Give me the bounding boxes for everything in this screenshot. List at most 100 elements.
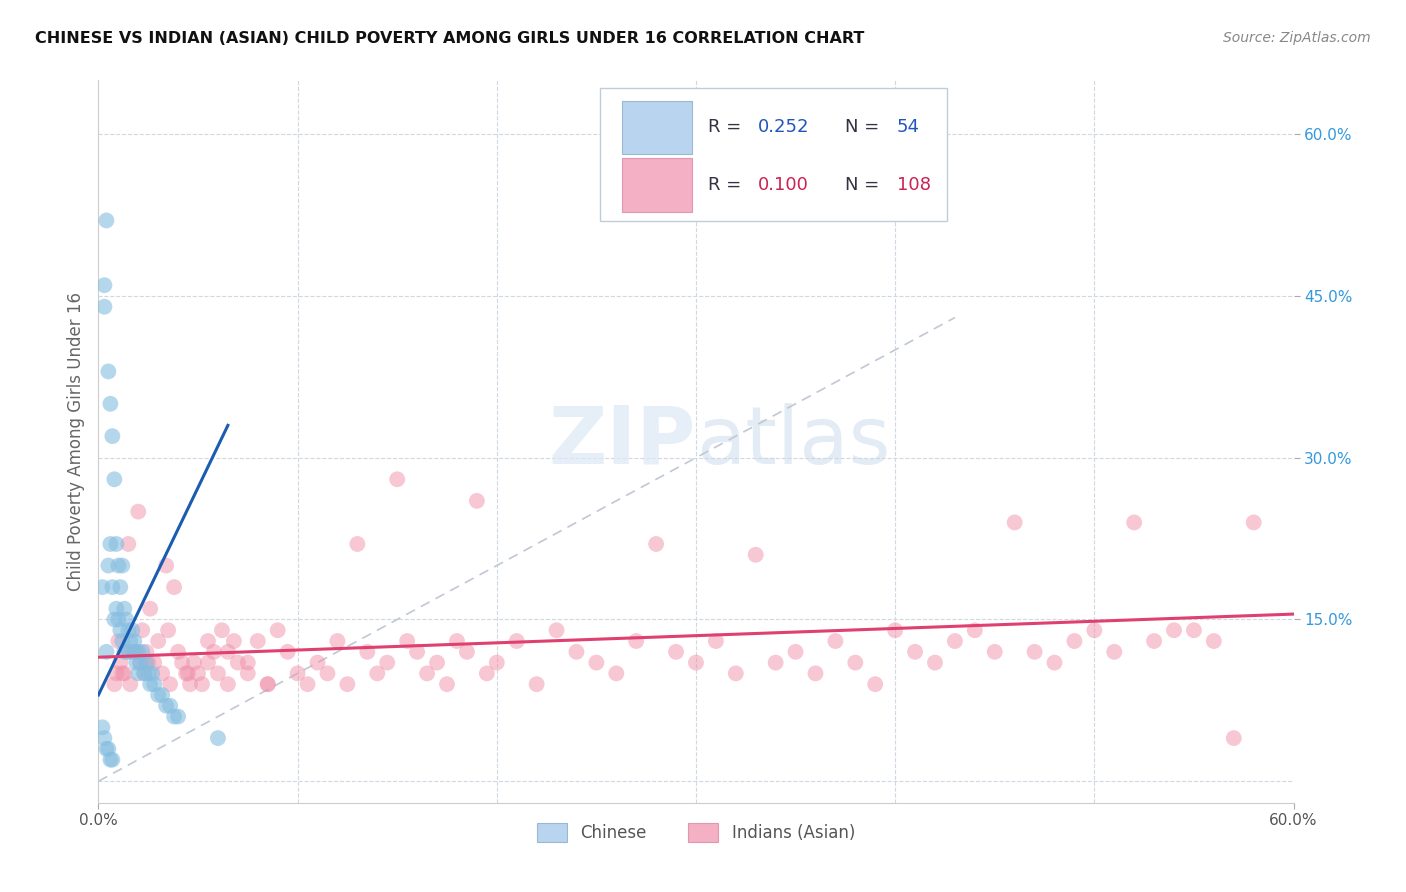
Point (120, 677, 142, 691)
Point (326, 634, 349, 648)
Point (226, 656, 249, 670)
Point (103, 612, 125, 626)
Point (844, 656, 866, 670)
Point (96, 213, 118, 227)
Point (236, 656, 259, 670)
Text: CHINESE VS INDIAN (ASIAN) CHILD POVERTY AMONG GIRLS UNDER 16 CORRELATION CHART: CHINESE VS INDIAN (ASIAN) CHILD POVERTY … (35, 31, 865, 46)
Point (256, 677, 278, 691)
Point (465, 493, 488, 508)
Point (565, 645, 588, 659)
Point (724, 666, 747, 681)
Point (485, 656, 508, 670)
Point (96, 742, 118, 756)
Point (366, 666, 388, 681)
Point (277, 645, 299, 659)
Point (107, 634, 129, 648)
Point (96, 645, 118, 659)
Text: N =: N = (845, 119, 886, 136)
Text: 0.252: 0.252 (758, 119, 810, 136)
Point (110, 580, 132, 594)
Text: ZIP: ZIP (548, 402, 696, 481)
Point (436, 677, 458, 691)
Point (115, 612, 138, 626)
Point (316, 666, 339, 681)
Point (101, 429, 124, 443)
Text: 54: 54 (897, 119, 920, 136)
Point (456, 645, 478, 659)
Point (129, 656, 152, 670)
Point (406, 645, 429, 659)
Point (605, 666, 627, 681)
Point (475, 666, 498, 681)
Point (120, 634, 142, 648)
Point (346, 537, 368, 551)
Point (93, 731, 115, 745)
Point (172, 656, 194, 670)
Point (98, 753, 122, 767)
Point (446, 634, 468, 648)
Point (97, 742, 120, 756)
Point (506, 634, 529, 648)
Point (111, 558, 134, 573)
Point (1104, 645, 1126, 659)
Point (117, 645, 139, 659)
Point (135, 656, 157, 670)
Point (246, 634, 269, 648)
Point (1223, 731, 1246, 745)
Point (111, 666, 134, 681)
FancyBboxPatch shape (600, 87, 948, 221)
Text: N =: N = (845, 176, 886, 194)
Point (117, 624, 139, 638)
Point (1004, 516, 1026, 530)
Point (665, 645, 688, 659)
Point (1123, 516, 1146, 530)
Point (884, 624, 907, 638)
Point (1243, 516, 1265, 530)
FancyBboxPatch shape (621, 158, 692, 211)
Legend: Chinese, Indians (Asian): Chinese, Indians (Asian) (530, 816, 862, 848)
Point (97, 558, 120, 573)
Point (207, 731, 229, 745)
Point (155, 698, 177, 713)
Point (585, 656, 607, 670)
Point (134, 666, 156, 681)
Point (207, 666, 229, 681)
Point (141, 666, 163, 681)
Point (127, 645, 149, 659)
Point (179, 677, 201, 691)
Point (150, 666, 173, 681)
Point (1182, 624, 1205, 638)
Point (526, 677, 548, 691)
Point (765, 656, 787, 670)
Point (197, 634, 219, 648)
Point (256, 677, 278, 691)
Point (155, 558, 177, 573)
Point (103, 677, 125, 691)
Point (117, 645, 139, 659)
Point (307, 656, 329, 670)
Point (93, 300, 115, 314)
Point (804, 666, 827, 681)
Point (396, 634, 419, 648)
Text: R =: R = (709, 119, 747, 136)
Point (143, 677, 166, 691)
Point (117, 537, 139, 551)
Point (645, 537, 668, 551)
Point (105, 537, 128, 551)
Point (197, 656, 219, 670)
Point (105, 666, 128, 681)
Point (134, 666, 156, 681)
Point (187, 666, 209, 681)
Point (135, 645, 157, 659)
Point (124, 645, 146, 659)
Point (183, 656, 205, 670)
Point (110, 656, 132, 670)
Point (267, 624, 290, 638)
Point (236, 666, 259, 681)
Point (112, 601, 135, 615)
Point (125, 645, 148, 659)
Point (150, 688, 173, 702)
Point (124, 645, 146, 659)
Point (202, 645, 225, 659)
Point (107, 612, 129, 626)
